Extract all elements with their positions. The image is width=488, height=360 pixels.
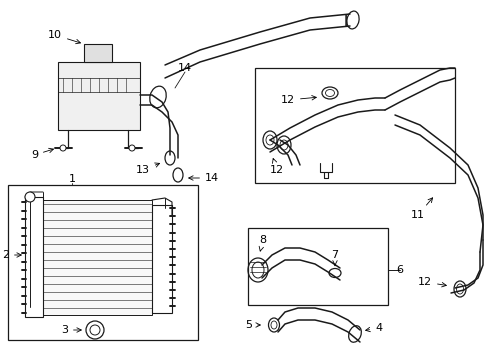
Text: 14: 14 (178, 63, 192, 73)
Bar (84, 44, 112, 62)
Text: 12: 12 (417, 277, 446, 287)
Text: 5: 5 (244, 320, 260, 330)
Circle shape (25, 192, 35, 202)
Text: 3: 3 (61, 325, 81, 335)
Text: 6: 6 (396, 265, 403, 275)
Text: 11: 11 (410, 198, 432, 220)
Text: 12: 12 (280, 95, 316, 105)
Text: 10: 10 (48, 30, 81, 44)
Text: 14: 14 (188, 173, 219, 183)
Bar (8, 185, 198, 340)
Bar (152, 205, 172, 313)
Circle shape (90, 325, 100, 335)
Bar (43, 200, 152, 315)
Circle shape (86, 321, 104, 339)
Bar (58, 62, 140, 130)
Text: 1: 1 (68, 174, 75, 184)
Text: 8: 8 (259, 235, 266, 251)
Bar (247, 228, 387, 305)
Text: 4: 4 (365, 323, 381, 333)
Text: 12: 12 (269, 158, 284, 175)
Bar (25, 197, 43, 317)
Text: 13: 13 (136, 163, 159, 175)
Text: 2: 2 (2, 250, 21, 260)
Bar (254, 68, 454, 183)
Text: 7: 7 (331, 250, 338, 266)
Text: 9: 9 (31, 148, 53, 160)
Circle shape (60, 145, 66, 151)
Circle shape (129, 145, 135, 151)
